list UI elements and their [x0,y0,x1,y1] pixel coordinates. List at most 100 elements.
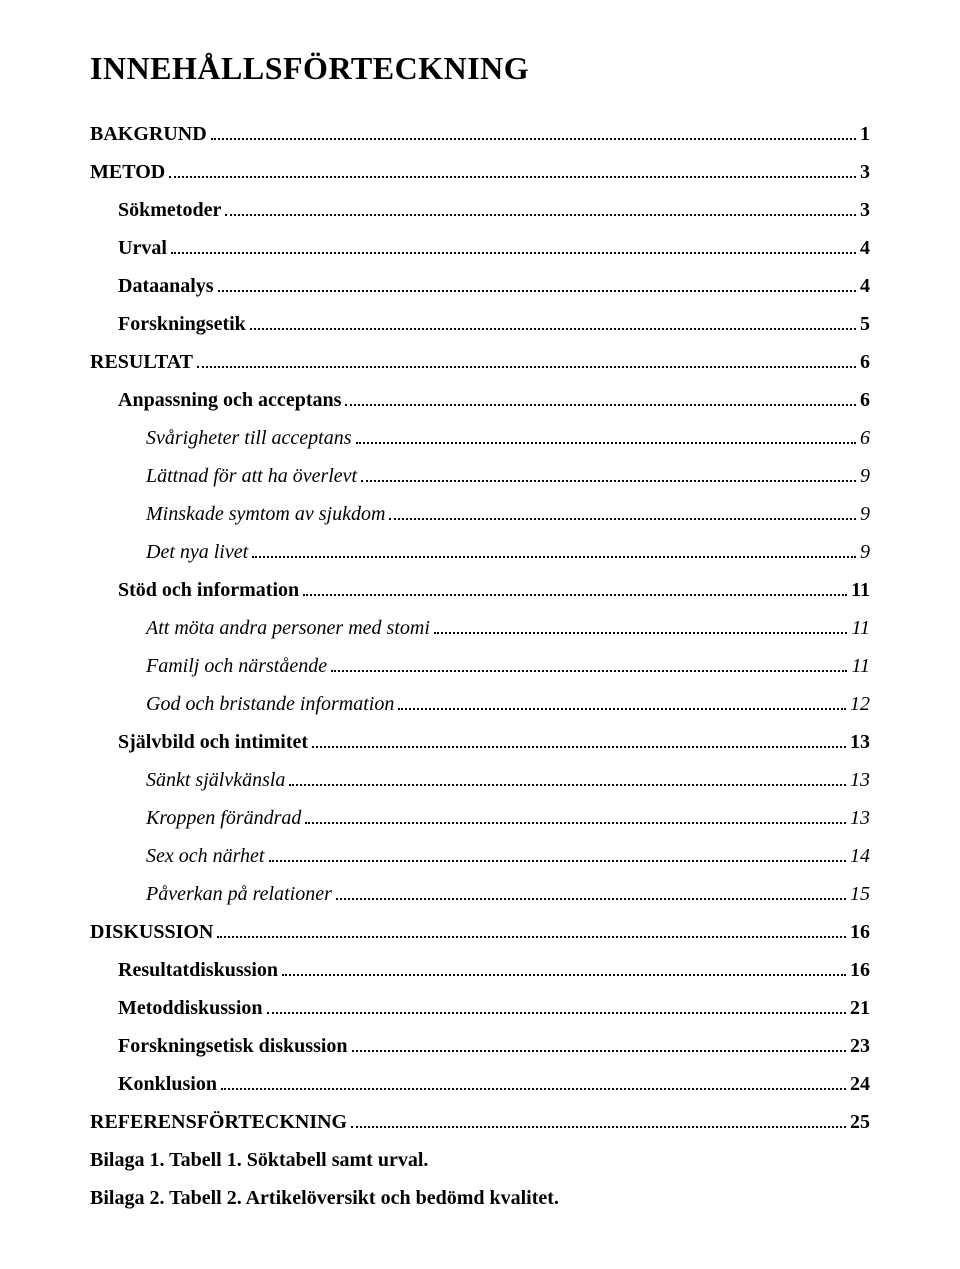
toc-entry-label: Att möta andra personer med stomi [146,609,430,647]
appendix-list: Bilaga 1. Tabell 1. Söktabell samt urval… [90,1141,870,1217]
toc-dot-leader [289,784,846,786]
toc-row: Sänkt självkänsla 13 [146,761,870,799]
toc-entry-page: 6 [860,419,870,457]
toc-entry-page: 13 [850,761,870,799]
toc-dot-leader [252,556,856,558]
toc-row: BAKGRUND 1 [90,115,870,153]
toc-row: METOD 3 [90,153,870,191]
toc-entry-page: 9 [860,495,870,533]
toc-row: DISKUSSION 16 [90,913,870,951]
toc-dot-leader [211,138,856,140]
toc-row: Svårigheter till acceptans6 [146,419,870,457]
toc-entry-label: Konklusion [118,1065,217,1103]
toc-entry-label: Forskningsetisk diskussion [118,1027,348,1065]
toc-row: Sex och närhet 14 [146,837,870,875]
toc-entry-label: BAKGRUND [90,115,207,153]
toc-row: Anpassning och acceptans 6 [118,381,870,419]
toc-entry-label: Resultatdiskussion [118,951,278,989]
toc-row: Forskningsetik5 [118,305,870,343]
toc-entry-label: Sex och närhet [146,837,265,875]
toc-row: Urval 4 [118,229,870,267]
toc-entry-label: Minskade symtom av sjukdom [146,495,385,533]
toc-dot-leader [303,594,847,596]
toc-entry-page: 6 [860,381,870,419]
toc-row: Att möta andra personer med stomi11 [146,609,870,647]
toc-entry-page: 9 [860,533,870,571]
toc-entry-page: 6 [860,343,870,381]
toc-dot-leader [218,290,856,292]
toc-entry-label: REFERENSFÖRTECKNING [90,1103,347,1141]
toc-dot-leader [197,366,856,368]
toc-row: REFERENSFÖRTECKNING 25 [90,1103,870,1141]
toc-entry-label: Dataanalys [118,267,214,305]
toc-dot-leader [269,860,847,862]
toc-dot-leader [221,1088,846,1090]
appendix-line: Bilaga 1. Tabell 1. Söktabell samt urval… [90,1141,870,1179]
toc-entry-label: Påverkan på relationer [146,875,332,913]
toc-dot-leader [282,974,846,976]
toc-entry-page: 21 [850,989,870,1027]
toc-entry-label: RESULTAT [90,343,193,381]
toc-entry-page: 12 [850,685,870,723]
toc-entry-label: Lättnad för att ha överlevt [146,457,357,495]
toc-entry-page: 15 [850,875,870,913]
toc-dot-leader [305,822,846,824]
toc-row: Minskade symtom av sjukdom 9 [146,495,870,533]
toc-entry-label: God och bristande information [146,685,394,723]
toc-entry-label: Stöd och information [118,571,299,609]
toc-entry-page: 25 [850,1103,870,1141]
toc-row: Kroppen förändrad 13 [146,799,870,837]
toc-entry-label: Familj och närstående [146,647,327,685]
document-page: INNEHÅLLSFÖRTECKNING BAKGRUND1METOD3Sökm… [0,0,960,1269]
toc-entry-page: 4 [860,229,870,267]
toc-row: Forskningsetisk diskussion 23 [118,1027,870,1065]
page-title: INNEHÅLLSFÖRTECKNING [90,50,870,87]
toc-dot-leader [361,480,856,482]
toc-entry-label: Sänkt självkänsla [146,761,285,799]
toc-dot-leader [331,670,847,672]
toc-entry-page: 16 [850,951,870,989]
toc-entry-page: 13 [850,723,870,761]
toc-row: Självbild och intimitet13 [118,723,870,761]
toc-entry-page: 3 [860,153,870,191]
toc-row: RESULTAT 6 [90,343,870,381]
toc-dot-leader [398,708,846,710]
toc-entry-page: 3 [860,191,870,229]
toc-entry-label: DISKUSSION [90,913,213,951]
toc-dot-leader [345,404,856,406]
toc-dot-leader [351,1126,846,1128]
toc-dot-leader [434,632,848,634]
toc-row: Familj och närstående 11 [146,647,870,685]
toc-dot-leader [356,442,856,444]
toc-entry-label: Kroppen förändrad [146,799,301,837]
toc-entry-page: 1 [860,115,870,153]
toc-entry-page: 16 [850,913,870,951]
toc-dot-leader [389,518,856,520]
toc-dot-leader [169,176,856,178]
toc-entry-label: METOD [90,153,165,191]
toc-entry-page: 11 [851,571,870,609]
toc-dot-leader [336,898,846,900]
toc-entry-label: Anpassning och acceptans [118,381,341,419]
toc-row: Konklusion 24 [118,1065,870,1103]
toc-entry-label: Urval [118,229,167,267]
toc-entry-page: 14 [850,837,870,875]
toc-row: Sökmetoder 3 [118,191,870,229]
toc-dot-leader [217,936,846,938]
toc-entry-page: 23 [850,1027,870,1065]
appendix-line: Bilaga 2. Tabell 2. Artikelöversikt och … [90,1179,870,1217]
toc-entry-label: Forskningsetik [118,305,246,343]
toc-row: God och bristande information 12 [146,685,870,723]
toc-dot-leader [250,328,856,330]
toc-entry-label: Sökmetoder [118,191,221,229]
toc-dot-leader [267,1012,847,1014]
toc-entry-page: 9 [860,457,870,495]
toc-entry-page: 13 [850,799,870,837]
toc-entry-page: 4 [860,267,870,305]
toc-row: Det nya livet9 [146,533,870,571]
table-of-contents: BAKGRUND 1 METOD 3 Sökmetoder 3 Urval 4 Dataanal… [90,115,870,1141]
toc-dot-leader [352,1050,846,1052]
toc-entry-page: 11 [851,647,870,685]
toc-entry-page: 24 [850,1065,870,1103]
toc-row: Påverkan på relationer 15 [146,875,870,913]
